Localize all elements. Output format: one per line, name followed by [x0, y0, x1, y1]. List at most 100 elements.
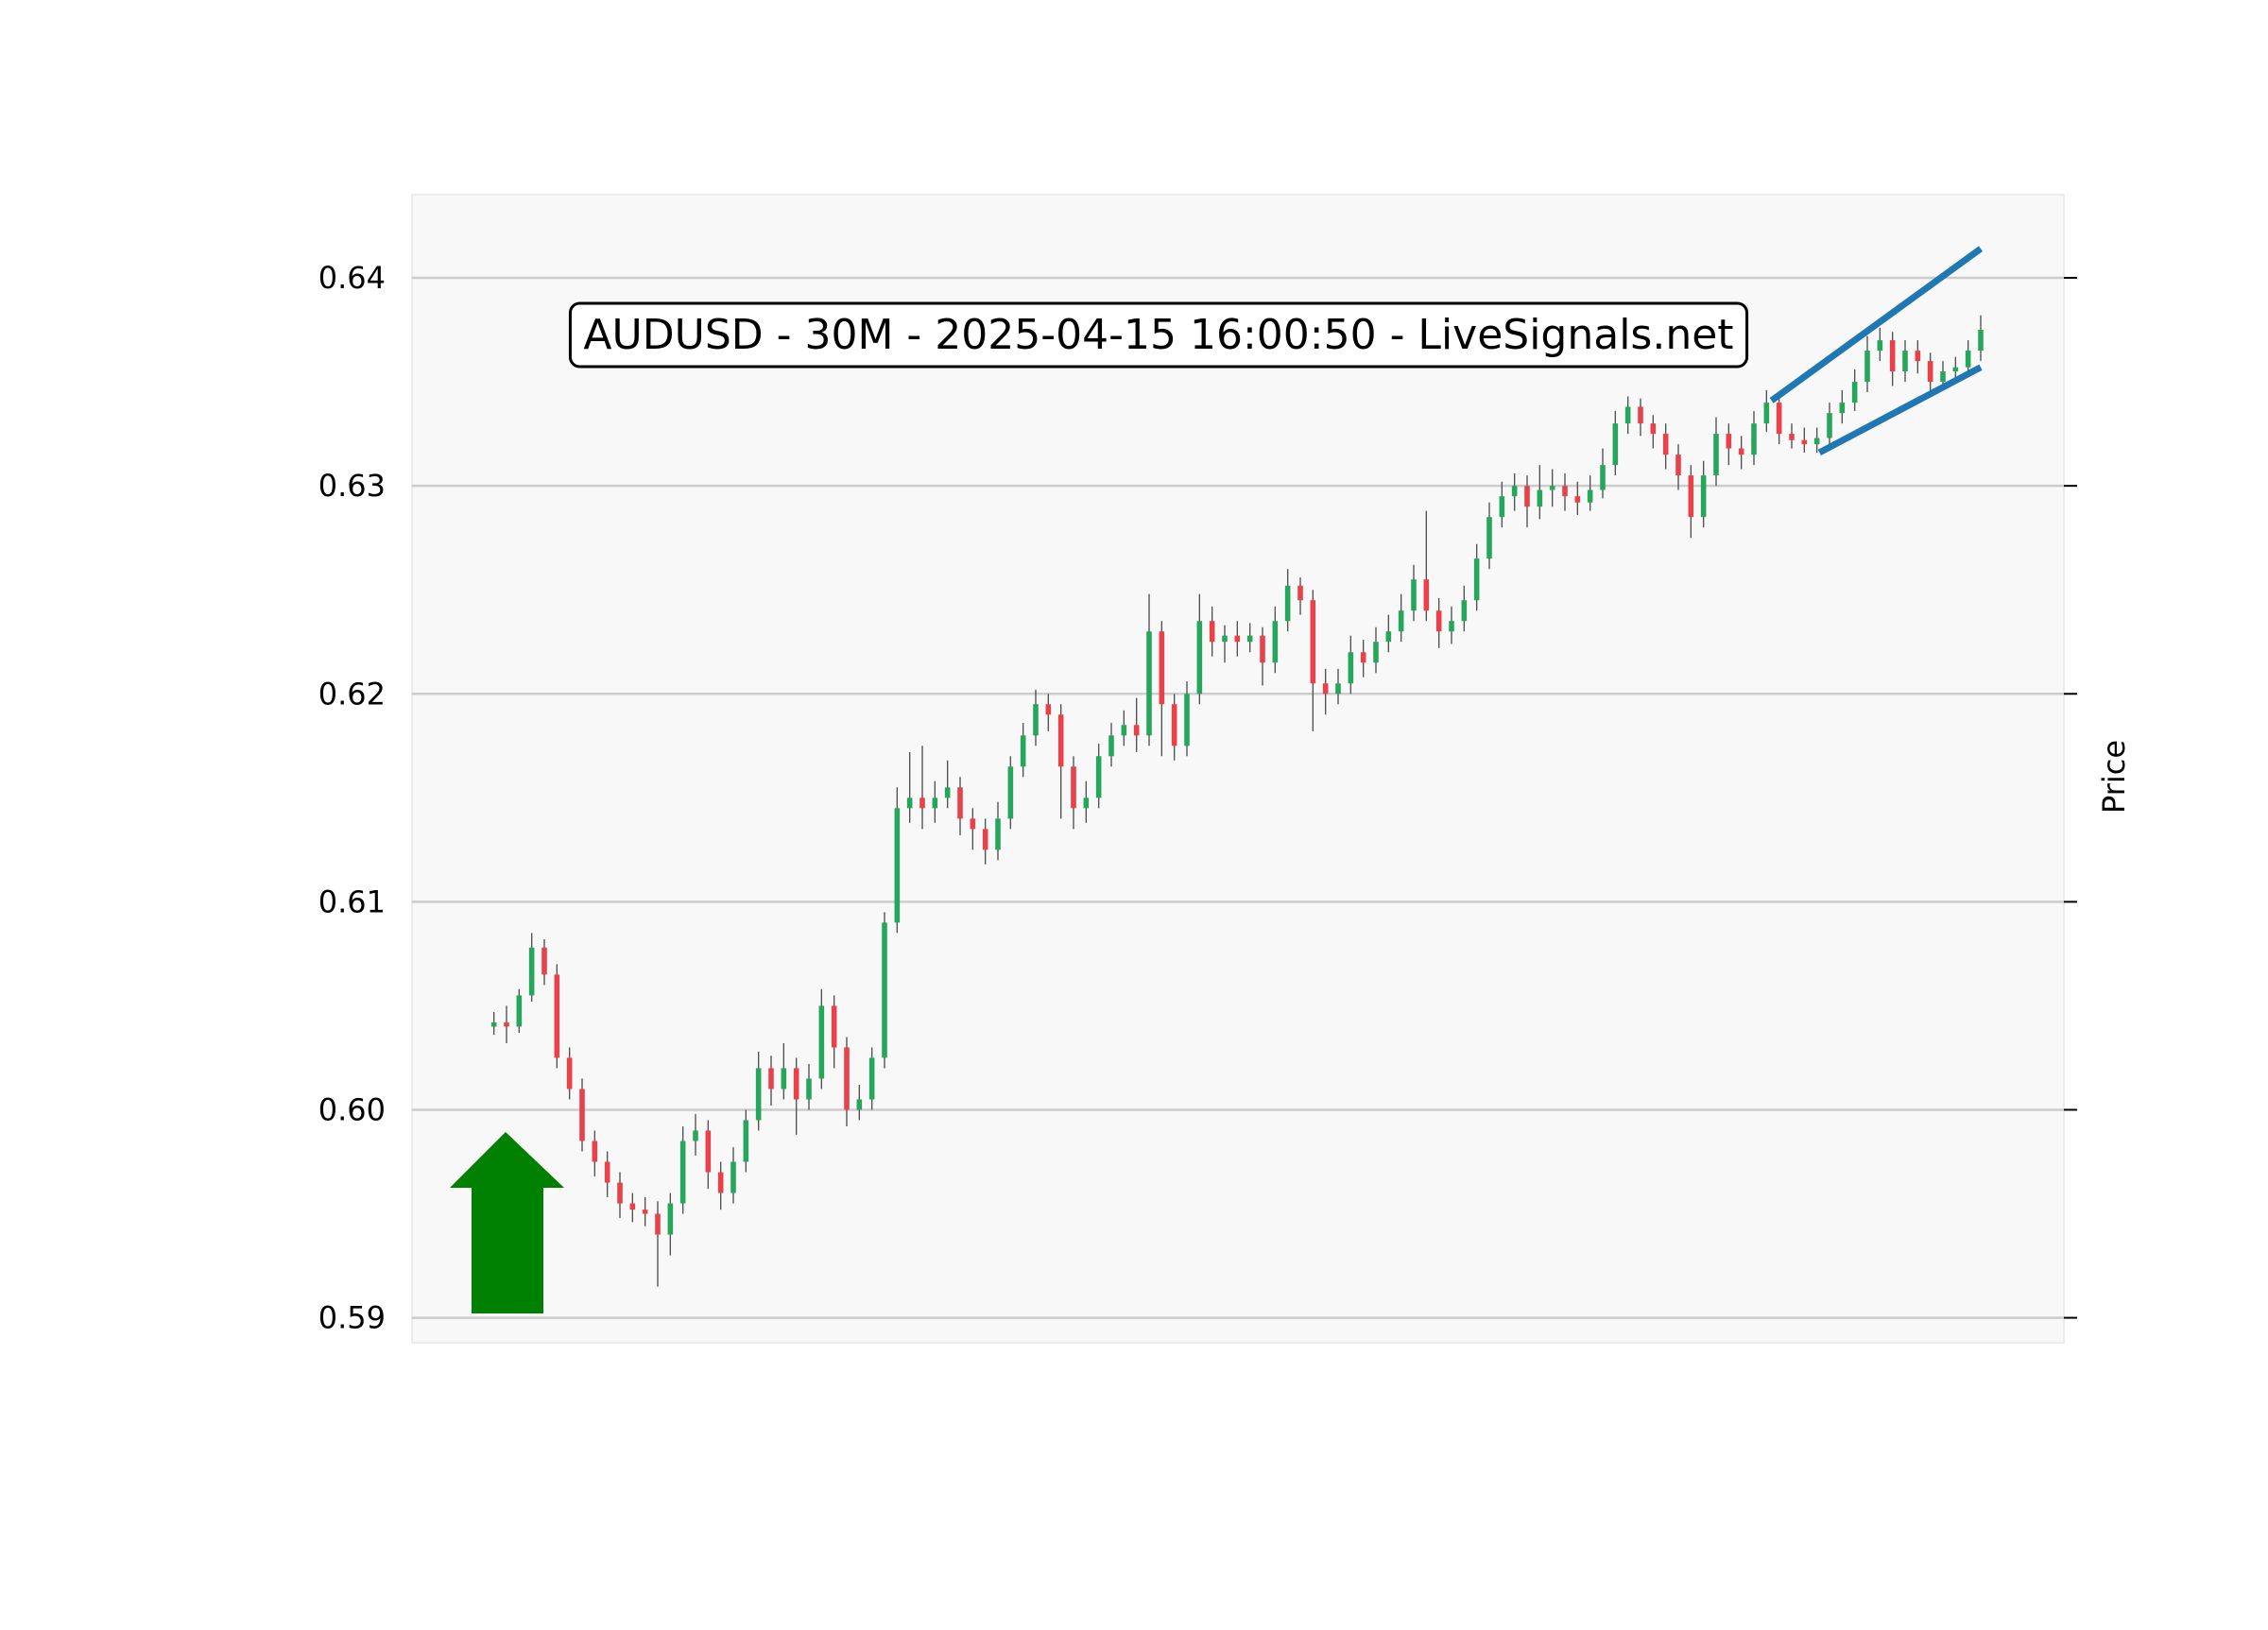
candle-body	[1095, 756, 1102, 798]
candle-body	[932, 798, 938, 809]
candle-body	[655, 1213, 661, 1235]
candle-body	[679, 1141, 686, 1204]
candle-body	[1373, 642, 1379, 663]
candle-body	[1272, 621, 1279, 663]
candle-body	[1335, 683, 1341, 695]
candle-body	[1020, 735, 1026, 767]
candle-body	[1902, 351, 1908, 372]
candle-body	[1889, 340, 1896, 372]
y-tick-label: 0.63	[318, 468, 386, 504]
candle-body	[1965, 351, 1971, 368]
candle-body	[1927, 361, 1933, 383]
candle-body	[1940, 371, 1946, 383]
candle-body	[1952, 367, 1959, 372]
candle-body	[1839, 403, 1846, 414]
candle-body	[667, 1203, 674, 1235]
candle-body	[919, 798, 925, 809]
candle-body	[1662, 434, 1669, 455]
title-box	[568, 301, 1749, 369]
candle-body	[1549, 486, 1555, 490]
candle-body	[1600, 465, 1606, 490]
candle-body	[944, 787, 951, 798]
candle-body	[1574, 496, 1581, 503]
candle-body	[1827, 413, 1832, 438]
candle-body	[617, 1182, 623, 1204]
candle-body	[1624, 406, 1631, 424]
candle-body	[755, 1068, 762, 1121]
trend-line	[1817, 364, 1983, 456]
candle-body	[1159, 631, 1165, 705]
trend-lines	[1769, 246, 1984, 456]
y-tick-label: 0.61	[318, 884, 386, 919]
candle-body	[1763, 403, 1770, 424]
candle-body	[1007, 766, 1014, 819]
candle-body	[693, 1130, 698, 1141]
candle-body	[1184, 694, 1190, 746]
candle-body	[1423, 579, 1430, 611]
candle-body	[1133, 725, 1140, 736]
candle-body	[1473, 558, 1480, 601]
y-tick-label: 0.64	[318, 260, 386, 296]
candle-body	[1297, 585, 1303, 601]
candle-body	[1675, 455, 1681, 476]
candle-body	[604, 1161, 610, 1183]
candle-body	[1222, 635, 1228, 643]
candle-body	[717, 1172, 724, 1193]
candles	[490, 315, 1984, 1287]
candle-body	[1801, 439, 1808, 445]
candle-body	[743, 1120, 749, 1162]
candle-body	[1813, 438, 1820, 445]
candle-body	[768, 1068, 774, 1090]
candle-body	[1877, 340, 1883, 352]
candle-body	[1071, 766, 1076, 809]
candle-body	[1209, 621, 1215, 643]
y-tick-label: 0.62	[318, 676, 386, 712]
candle-body	[1789, 434, 1795, 440]
candle-body	[1587, 489, 1593, 503]
y-tick-label: 0.59	[318, 1300, 386, 1336]
candle-body	[1057, 714, 1064, 767]
y-tick-label: 0.60	[318, 1091, 386, 1127]
candle-body	[642, 1210, 648, 1214]
candle-body	[793, 1068, 799, 1100]
candle-body	[1511, 486, 1518, 497]
candle-body	[566, 1057, 573, 1090]
candle-body	[1435, 610, 1442, 632]
candle-body	[1246, 635, 1253, 643]
candle-body	[629, 1203, 636, 1210]
candle-body	[995, 818, 1001, 850]
candle-body	[1171, 704, 1177, 746]
candle-body	[1310, 600, 1316, 684]
candle-body	[1726, 434, 1732, 449]
candle-body	[831, 1005, 837, 1048]
candle-body	[970, 818, 976, 830]
candle-body	[592, 1141, 598, 1162]
candle-body	[1688, 475, 1694, 518]
candle-body	[705, 1130, 712, 1173]
candle-body	[1033, 704, 1039, 736]
candle-body	[554, 974, 560, 1058]
buy-signal-arrow	[450, 1132, 564, 1313]
candle-body	[1486, 517, 1492, 559]
candle-body	[818, 1005, 825, 1079]
candle-body	[730, 1161, 736, 1193]
candle-body	[1108, 735, 1114, 757]
candle-body	[1260, 635, 1265, 663]
candle-body	[906, 798, 913, 809]
candle-body	[1385, 631, 1392, 643]
candle-body	[1537, 489, 1543, 507]
candle-body	[894, 808, 901, 923]
chart-title: AUDUSD - 30M - 2025-04-15 16:00:50 - Liv…	[583, 311, 1733, 359]
candle-body	[1196, 621, 1203, 695]
candle-body	[1915, 351, 1921, 362]
candle-body	[1411, 579, 1417, 611]
candle-body	[1700, 475, 1707, 518]
y-axis-label: Price	[2096, 740, 2132, 814]
candle-body	[528, 947, 535, 996]
candle-body	[490, 1022, 497, 1027]
candle-body	[1751, 423, 1757, 455]
candle-body	[1449, 621, 1454, 632]
candle-body	[1499, 496, 1505, 518]
candle-body	[1083, 798, 1090, 809]
